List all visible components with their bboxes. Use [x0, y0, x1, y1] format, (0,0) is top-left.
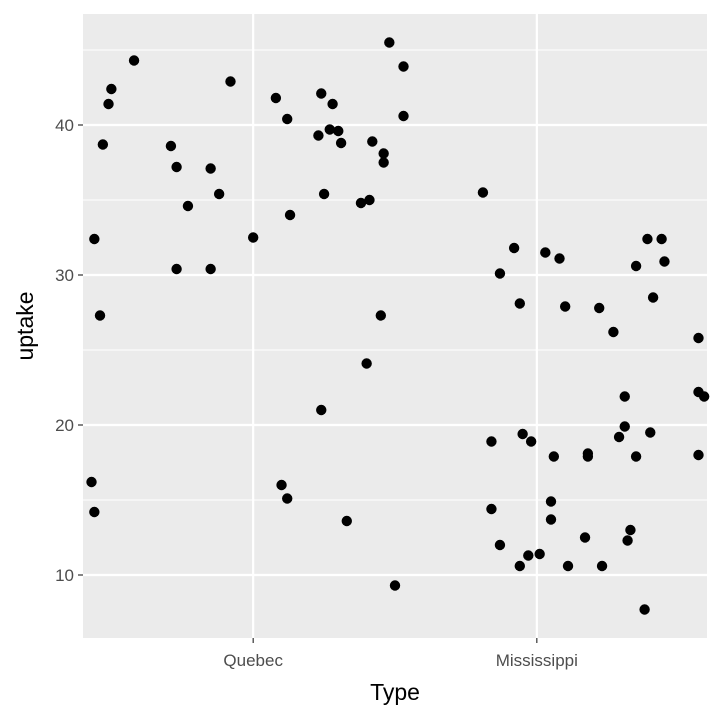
data-point	[225, 76, 236, 87]
data-point	[171, 161, 182, 173]
data-point	[378, 157, 389, 168]
data-point	[247, 232, 259, 243]
data-point	[514, 298, 525, 309]
data-point	[494, 539, 506, 551]
data-point	[545, 514, 557, 525]
data-point	[486, 503, 497, 515]
data-point	[282, 493, 293, 504]
major-gridlines	[83, 14, 707, 638]
data-point	[284, 209, 296, 221]
x-tick-label: Mississippi	[496, 651, 578, 670]
data-point	[89, 506, 100, 518]
data-point	[106, 83, 117, 95]
data-point	[316, 404, 327, 416]
data-point	[165, 140, 177, 152]
data-point	[375, 310, 387, 321]
y-tick-label: 40	[55, 116, 74, 135]
data-point	[367, 136, 378, 147]
x-axis-title: Type	[370, 679, 420, 705]
data-point	[270, 92, 282, 104]
data-point	[548, 451, 560, 462]
data-point	[94, 310, 106, 321]
data-point	[213, 188, 225, 200]
data-point	[318, 188, 330, 200]
data-point	[559, 301, 571, 312]
data-point	[545, 496, 557, 507]
data-point	[364, 194, 375, 206]
data-point	[128, 55, 140, 66]
data-point	[625, 524, 636, 536]
data-point	[622, 535, 633, 546]
data-point	[205, 263, 216, 275]
data-point	[693, 449, 704, 461]
data-point	[579, 532, 591, 543]
data-point	[103, 98, 114, 110]
data-points	[86, 37, 710, 615]
data-point	[333, 125, 344, 137]
data-point	[384, 37, 395, 48]
data-point	[86, 476, 97, 488]
data-point	[171, 263, 182, 275]
data-point	[647, 292, 659, 303]
data-point	[335, 137, 347, 149]
data-point	[182, 200, 194, 212]
data-point	[517, 428, 528, 440]
data-point	[656, 233, 667, 245]
data-point	[355, 197, 367, 209]
data-point	[596, 560, 608, 572]
data-point	[534, 548, 545, 560]
y-axis-title: uptake	[12, 291, 38, 360]
data-point	[97, 139, 109, 150]
x-axis: Quebec Mississippi	[223, 638, 578, 670]
data-point	[316, 88, 327, 99]
data-point	[341, 515, 352, 527]
data-point	[659, 256, 670, 267]
data-point	[477, 187, 489, 198]
data-point	[508, 242, 520, 254]
data-point	[525, 436, 537, 447]
data-point	[205, 163, 216, 174]
data-point	[378, 148, 389, 159]
y-tick-label: 10	[55, 566, 74, 585]
data-point	[619, 421, 630, 432]
data-point	[514, 560, 525, 572]
data-point	[594, 302, 605, 314]
data-point	[327, 98, 338, 110]
data-point	[619, 391, 630, 402]
data-point	[540, 247, 551, 258]
data-point	[486, 436, 497, 447]
data-point	[276, 479, 287, 491]
data-point	[582, 451, 594, 462]
data-point	[642, 233, 653, 245]
data-point	[639, 604, 650, 615]
data-point	[389, 580, 401, 591]
y-tick-label: 30	[55, 266, 74, 285]
minor-gridlines	[83, 49, 707, 501]
data-point	[361, 358, 372, 369]
data-point	[523, 550, 534, 561]
data-point	[630, 451, 642, 462]
data-point	[613, 431, 625, 443]
data-point	[693, 332, 704, 344]
y-axis: 10 20 30 40	[55, 116, 83, 585]
x-tick-label: Quebec	[223, 651, 283, 670]
data-point	[398, 61, 409, 72]
data-point	[89, 233, 100, 245]
data-point	[313, 130, 324, 141]
data-point	[282, 113, 293, 125]
data-point	[645, 427, 656, 438]
data-point	[324, 124, 335, 135]
plot-panel	[83, 14, 707, 638]
y-tick-label: 20	[55, 416, 74, 435]
data-point	[698, 391, 710, 402]
data-point	[608, 326, 619, 338]
data-point	[562, 560, 574, 572]
data-point	[630, 260, 642, 272]
data-point	[398, 110, 409, 122]
data-point	[494, 268, 506, 279]
data-point	[554, 253, 565, 264]
